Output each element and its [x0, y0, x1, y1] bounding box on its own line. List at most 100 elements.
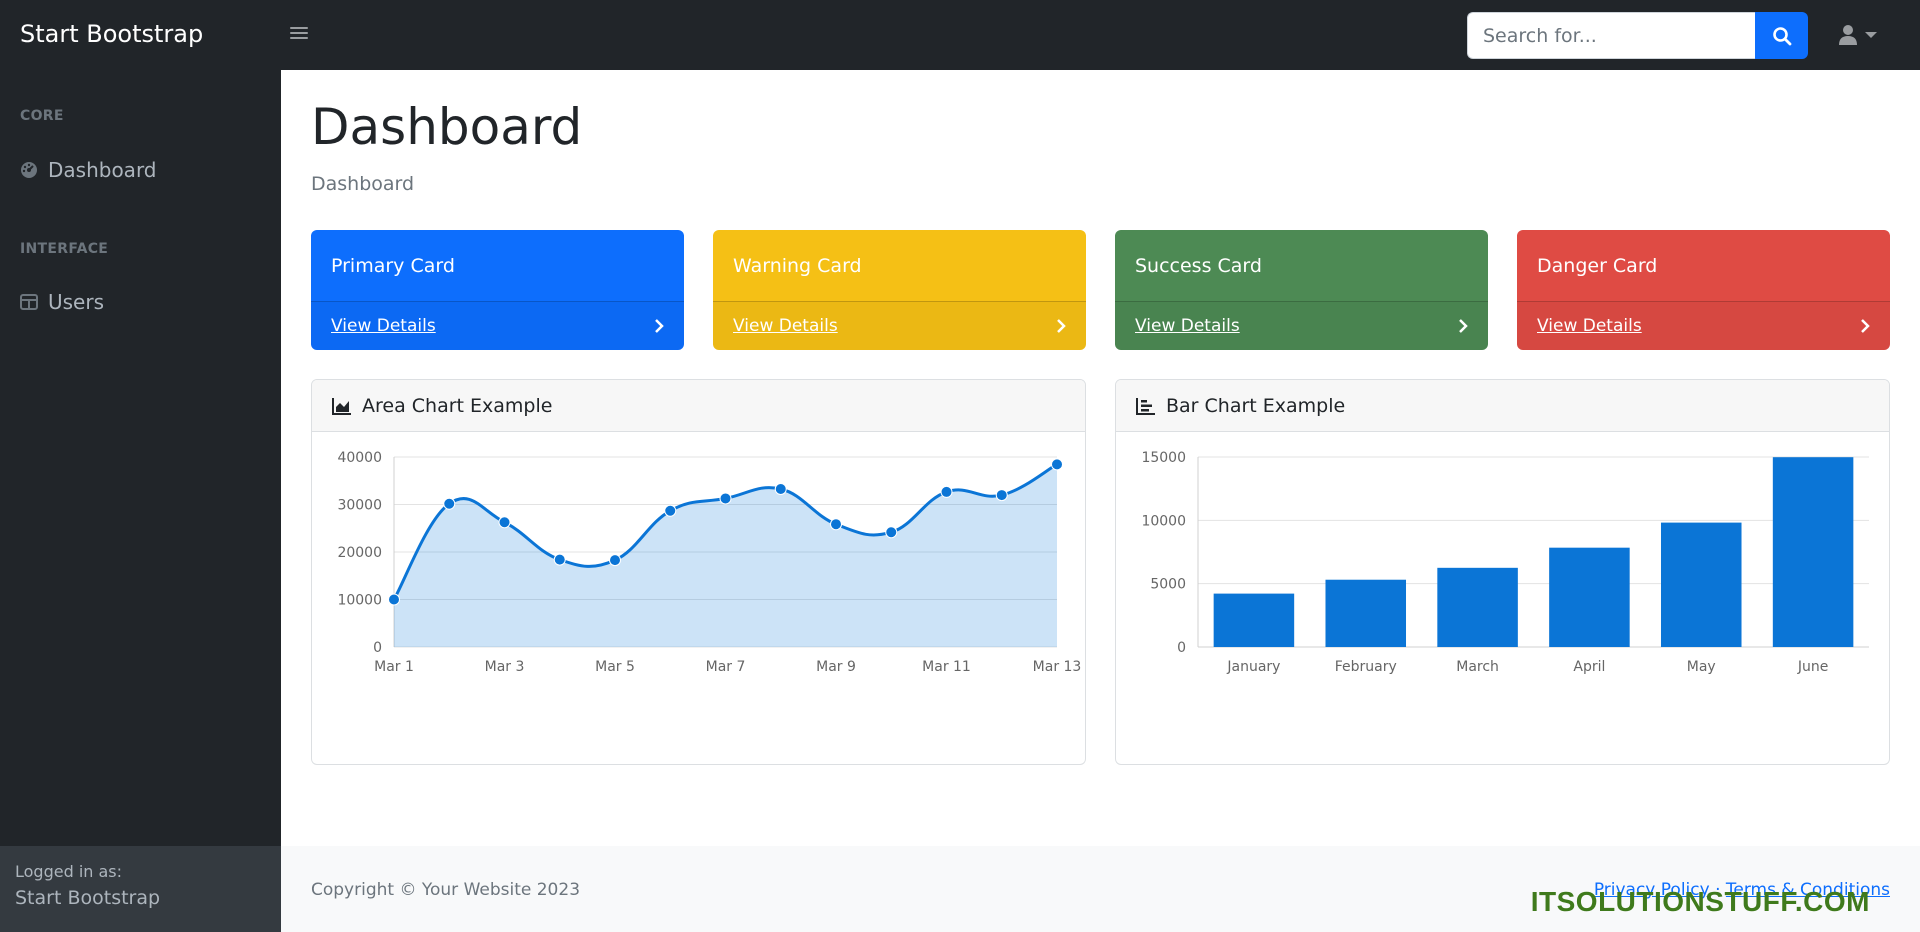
breadcrumb: Dashboard — [311, 173, 415, 195]
chevron-right-icon — [1057, 319, 1066, 333]
x-tick-label: June — [1797, 659, 1829, 675]
data-point — [443, 497, 456, 510]
bar — [1660, 522, 1742, 647]
x-tick-label: March — [1456, 659, 1499, 675]
x-tick-label: Mar 9 — [816, 659, 856, 675]
data-point — [940, 485, 953, 498]
sidebar-item-dashboard[interactable]: Dashboard — [20, 158, 157, 182]
bar-chart-header: Bar Chart Example — [1116, 380, 1889, 432]
area-chart: 0 10000 20000 30000 40000 Mar 1 Mar 3 Mar 5 Mar … — [337, 450, 1082, 675]
chevron-right-icon — [1459, 319, 1468, 333]
x-tick-label: Mar 13 — [1033, 659, 1082, 675]
footer-separator: · — [1715, 880, 1721, 900]
data-point — [609, 554, 621, 567]
data-point — [774, 483, 787, 496]
data-point — [1051, 458, 1063, 471]
card-title: Success Card — [1135, 254, 1262, 277]
card-title: Warning Card — [733, 254, 862, 277]
x-tick-label: Mar 3 — [485, 659, 525, 675]
y-tick-label: 10000 — [337, 593, 382, 609]
sidebar-heading-core: Core — [20, 108, 64, 124]
chevron-right-icon — [655, 319, 664, 333]
x-tick-label: Mar 5 — [595, 659, 635, 675]
data-point — [664, 504, 677, 517]
bar — [1325, 579, 1407, 647]
bar — [1549, 547, 1630, 647]
y-tick-label: 15000 — [1141, 450, 1186, 466]
data-point — [553, 553, 566, 566]
data-point — [885, 526, 898, 539]
bar-chart-icon — [1136, 397, 1155, 415]
x-tick-label: January — [1226, 659, 1280, 675]
table-icon — [20, 294, 38, 310]
bar-chart-card: Bar Chart Example 0 5000 10000 15000 January… — [1115, 379, 1890, 765]
view-details-link[interactable]: View Details — [331, 316, 436, 336]
sidebar-item-users[interactable]: Users — [20, 290, 104, 314]
sidebar-toggle-button[interactable] — [290, 24, 308, 42]
bar-chart: 0 5000 10000 15000 January February March April… — [1141, 450, 1869, 675]
bar — [1213, 593, 1295, 647]
watermark-text: ITSOLUTIONSTUFF.COM — [1530, 886, 1870, 917]
sidebar-item-label: Dashboard — [48, 158, 157, 182]
sidebar-footer: Logged in as: Start Bootstrap — [0, 846, 281, 932]
search-button[interactable] — [1755, 12, 1808, 59]
gauge-icon — [21, 162, 37, 178]
user-dropdown[interactable] — [1838, 22, 1877, 48]
area-chart-card: Area Chart Example 0 10000 20000 30000 40000… — [311, 379, 1086, 765]
page-title: Dashboard — [311, 98, 583, 156]
y-tick-label: 0 — [373, 640, 382, 656]
view-details-link[interactable]: View Details — [1135, 316, 1240, 336]
search-form — [1467, 12, 1808, 59]
view-details-link[interactable]: View Details — [733, 316, 838, 336]
sidebar: Core Dashboard Interface Users Logged in… — [0, 70, 281, 932]
view-details-link[interactable]: View Details — [1537, 316, 1642, 336]
navbar-brand[interactable]: Start Bootstrap — [20, 20, 204, 48]
data-point — [388, 593, 400, 606]
danger-card: Danger Card View Details — [1517, 230, 1890, 350]
x-tick-label: April — [1573, 659, 1605, 675]
success-card: Success Card View Details — [1115, 230, 1488, 350]
copyright-text: Copyright © Your Website 2023 — [311, 880, 581, 900]
terms-link[interactable]: Terms & Conditions — [1725, 880, 1890, 900]
x-tick-label: February — [1335, 659, 1397, 675]
y-tick-label: 5000 — [1150, 577, 1186, 593]
search-icon — [1772, 26, 1791, 45]
data-point — [830, 518, 842, 531]
page-footer: Copyright © Your Website 2023 Privacy Po… — [281, 846, 1920, 932]
chevron-down-icon — [1865, 32, 1877, 38]
footer-links: Privacy Policy · Terms & Conditions — [1594, 880, 1890, 900]
area-chart-title: Area Chart Example — [362, 394, 553, 417]
card-title: Primary Card — [331, 254, 455, 277]
main-content: Dashboard Dashboard Primary Card View De… — [281, 70, 1920, 932]
x-tick-label: Mar 7 — [706, 659, 746, 675]
y-tick-label: 0 — [1177, 640, 1186, 656]
logged-in-user: Start Bootstrap — [15, 887, 161, 909]
warning-card: Warning Card View Details — [713, 230, 1086, 350]
area-fill — [394, 464, 1057, 647]
chevron-right-icon — [1861, 319, 1870, 333]
sidebar-heading-interface: Interface — [20, 241, 109, 257]
bar — [1437, 567, 1518, 647]
user-icon — [1839, 25, 1857, 45]
data-point — [498, 516, 511, 529]
hamburger-icon — [290, 27, 308, 29]
y-tick-label: 20000 — [337, 545, 382, 561]
data-point — [719, 492, 732, 505]
y-tick-label: 10000 — [1141, 513, 1186, 529]
logged-in-caption: Logged in as: — [15, 862, 123, 881]
y-tick-label: 30000 — [337, 498, 382, 514]
data-point — [995, 489, 1008, 502]
x-tick-label: Mar 1 — [374, 659, 414, 675]
card-title: Danger Card — [1537, 254, 1658, 277]
sidebar-item-label: Users — [48, 290, 105, 314]
bar-chart-title: Bar Chart Example — [1166, 394, 1346, 417]
bar — [1772, 457, 1854, 647]
privacy-policy-link[interactable]: Privacy Policy — [1593, 880, 1710, 900]
x-tick-label: May — [1687, 659, 1716, 675]
y-tick-label: 40000 — [337, 450, 382, 466]
x-tick-label: Mar 11 — [922, 659, 971, 675]
search-input[interactable] — [1467, 12, 1755, 59]
area-chart-header: Area Chart Example — [312, 380, 1085, 432]
primary-card: Primary Card View Details — [311, 230, 684, 350]
top-navbar: Start Bootstrap — [0, 0, 1920, 70]
